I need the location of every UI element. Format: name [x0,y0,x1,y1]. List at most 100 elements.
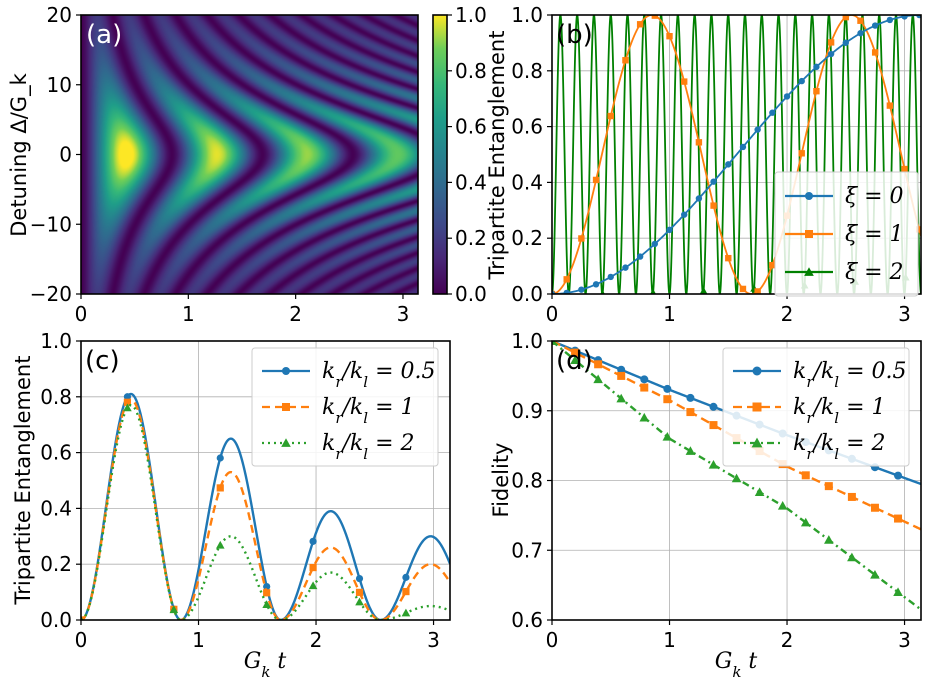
panel-b-label: (b) [556,20,593,50]
series-b-1-marker [636,21,644,28]
label-part: k [322,431,335,456]
series-b-0-marker [783,93,791,100]
y-tick-label: 0.8 [511,469,543,493]
panel-b-series [552,15,921,294]
subscript: l [834,409,839,427]
legend-label: kr/kl = 0.5 [793,359,907,391]
series-b-1-marker [798,150,805,157]
series-d-2-marker [639,412,650,422]
series-d-1-marker [571,348,580,357]
series-b-2-marker [600,289,605,294]
panel-c-ticks: 0 1 2 3 0.0 0.2 0.4 0.6 0.8 1.0 [40,329,440,652]
label-part: k [793,359,806,384]
series-c-0-marker [216,454,224,462]
series-c-2-marker [308,581,318,590]
series-c-0-marker [402,573,410,581]
series-c-2-marker [169,605,179,614]
series-b-0-marker [636,253,644,260]
series-c-1-marker [263,589,271,597]
y-tick-label: 1.0 [511,3,543,27]
series-b-1-marker [769,261,776,269]
series-d-2-marker [552,341,557,345]
legend-marker [282,403,290,411]
series-c-1-marker [123,398,132,406]
series-b-0-marker [901,15,908,20]
colorbar-ticks: 1.0 0.8 0.6 0.4 0.2 0.0 [447,3,487,306]
series-b-2-marker [650,288,656,294]
series-b-1-marker [725,254,732,262]
panel-c: (c) 0 1 2 3 0.0 0.2 0.4 0.6 0.8 1.0 Tripartite En… [11,329,451,681]
colorbar-tick-label: 0.4 [455,170,487,194]
series-b-0-marker [710,178,717,185]
series-d-0-marker [663,384,672,393]
x-tick-label: 1 [663,628,676,652]
series-b-1-marker [607,112,614,120]
series-b-0-marker [886,16,894,24]
legend-marker [805,192,813,200]
panel-d-ticks: 0 1 2 3 0.6 0.7 0.8 0.9 1.0 [511,329,911,652]
series-b-1-marker [871,49,879,56]
y-tick-label: 1.0 [40,329,72,353]
label-part: ξ = 2 [845,260,904,285]
panel-c-frame [80,340,451,621]
label-part: t [741,649,757,674]
series-c-2-line [81,403,450,620]
legend-box [774,171,919,297]
panel-d-xlabel: Gk t [715,649,758,681]
series-b-0-marker [695,195,703,202]
colorbar-tick-label: 0.6 [455,115,487,139]
y-tick-label: 0.9 [511,399,543,423]
y-tick-label: 0.2 [40,552,72,576]
y-tick-label: 20 [47,3,72,27]
series-b-0-marker [754,126,761,133]
series-b-1-marker [857,17,864,24]
legend-box [251,347,439,467]
series-b-1-marker [695,139,703,146]
series-c-1-marker [402,587,410,596]
label-part: = 2 [839,431,885,456]
y-tick-label: 1.0 [511,329,543,353]
series-d-2-marker [593,374,603,384]
series-c-0-marker [263,583,271,591]
subscript: r [335,409,343,427]
x-tick-label: 0 [75,302,88,326]
series-b-0-marker [842,39,849,46]
legend-label: ξ = 0 [845,184,904,209]
x-tick-label: 1 [663,302,676,326]
series-b-0-marker [813,63,820,71]
series-d-1-marker [709,421,718,430]
series-d-1-marker [824,482,833,491]
legend-label: kr/kl = 1 [322,395,415,427]
subscript: r [335,445,343,463]
series-d-2-marker [870,569,880,579]
series-b-0-marker [739,143,747,151]
panel-b-ticks: 0 1 2 3 0.0 0.2 0.4 0.6 0.8 1.0 [511,3,911,326]
colorbar-tick-label: 0.8 [455,59,487,83]
legend-marker [752,366,762,376]
heatmap-image [81,15,418,294]
series-c-1-marker [309,563,317,572]
legend-marker [751,437,763,448]
colorbar-tick-label: 0.0 [455,282,487,306]
series-c-0-marker [309,537,317,545]
series-c-1-marker [216,484,224,492]
label-part: G [715,649,733,674]
panel-b-ylabel: Tripartite Entanglement [485,31,509,281]
subscript: r [806,409,814,427]
series-b-1-marker [651,15,659,19]
label-part: k [322,395,335,420]
series-d-1-marker [801,471,810,480]
y-tick-label: −20 [30,282,72,306]
legend-marker [752,402,762,412]
label-part: = 1 [368,395,414,420]
colorbar-frame [432,14,448,295]
series-b-1-marker [813,87,820,95]
series-d-1-marker [640,383,649,392]
legend-marker [804,267,814,276]
series-c-2-marker [355,597,364,606]
series-b-1-marker [886,102,894,109]
series-b-0-marker [607,273,614,281]
series-b-0-marker [871,22,879,29]
panel-d-ylabel: Fidelity [489,443,513,518]
series-d-2-line [552,341,921,611]
